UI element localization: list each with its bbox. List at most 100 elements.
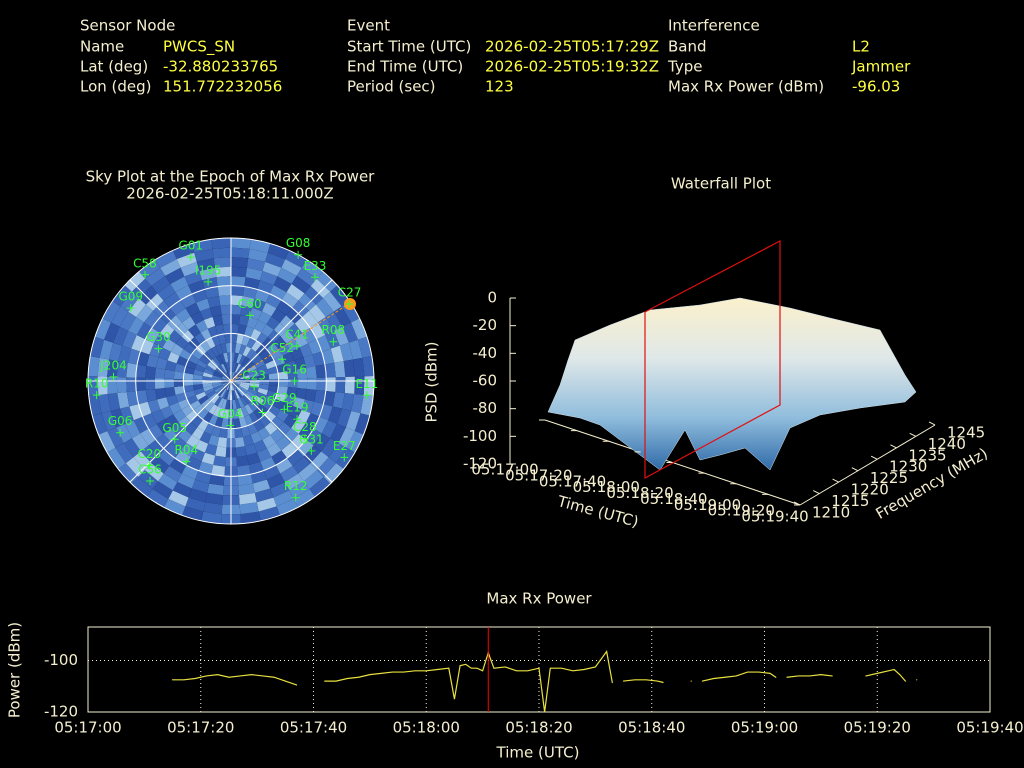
- sky-cell: [137, 351, 150, 367]
- sky-cell: [199, 267, 217, 281]
- sky-cell: [299, 343, 313, 358]
- sky-cell: [270, 349, 283, 361]
- sky-cell: [124, 420, 141, 439]
- sky-cell: [191, 479, 210, 493]
- sky-cell: [276, 409, 289, 423]
- z-tick-label: 0: [487, 289, 497, 307]
- satellite-label: R08: [322, 323, 346, 337]
- x-tick-label: 05:18:00: [573, 478, 640, 496]
- sky-cell: [119, 406, 134, 424]
- x-tick-label: 05:18:00: [393, 719, 460, 737]
- sky-cell: [342, 322, 358, 343]
- field-label: End Time (UTC): [347, 58, 463, 76]
- sky-cell: [309, 477, 331, 497]
- sky-cell: [297, 409, 311, 424]
- sky-cell: [260, 456, 276, 471]
- sky-cell: [211, 394, 220, 405]
- sky-cell: [234, 343, 242, 354]
- sky-cell: [240, 511, 261, 524]
- sky-cell: [204, 423, 215, 435]
- sky-cell: [281, 442, 298, 459]
- y-tick: [832, 478, 839, 483]
- sky-cell: [98, 393, 111, 414]
- satellite: G30: [146, 330, 171, 353]
- sky-cell: [258, 506, 280, 521]
- sky-cell: [357, 336, 372, 358]
- sky-cell: [259, 271, 278, 286]
- sky-cell: [98, 430, 116, 453]
- sky-cell: [244, 443, 258, 456]
- sky-cell: [102, 301, 121, 323]
- sky-cell: [212, 356, 221, 367]
- satellite-marker: [345, 299, 354, 308]
- sky-cell: [354, 413, 370, 435]
- sky-cell: [184, 422, 198, 435]
- sky-cell: [212, 381, 222, 386]
- sky-cell: [202, 382, 213, 388]
- sky-cell: [191, 349, 203, 360]
- sky-cell: [223, 323, 231, 334]
- satellite-label: R12: [284, 479, 308, 493]
- satellite: R06: [251, 394, 274, 417]
- sky-cell: [209, 474, 225, 486]
- sky-cell: [220, 363, 228, 373]
- x-tick-label: 05:18:20: [505, 719, 572, 737]
- satellite: C27: [338, 285, 361, 308]
- sky-cell: [286, 307, 302, 324]
- jammer-bearing: [230, 302, 351, 382]
- sky-cell: [196, 258, 216, 272]
- sky-cell: [231, 371, 234, 381]
- sky-cell: [259, 349, 271, 360]
- sky-cell: [215, 266, 231, 278]
- sky-cell: [217, 436, 228, 448]
- satellite-marker: [292, 341, 301, 350]
- satellite-marker: [146, 477, 155, 486]
- sky-cell: [239, 383, 250, 389]
- sky-cell: [172, 243, 195, 260]
- sky-cell: [246, 258, 266, 272]
- satellite-label: G31: [299, 432, 324, 446]
- sky-cell: [212, 314, 224, 327]
- floor-edge: [799, 424, 936, 506]
- sky-cell: [241, 356, 250, 367]
- satellite-marker: [170, 435, 179, 444]
- sky-cell: [267, 243, 290, 260]
- sky-cell: [213, 370, 224, 377]
- y-tick: [890, 444, 897, 449]
- sky-cell: [206, 390, 216, 399]
- sky-cell: [253, 419, 265, 432]
- sky-cell: [291, 275, 311, 294]
- sky-cell: [325, 311, 343, 331]
- sky-cell: [194, 332, 206, 345]
- satellite-label: R10: [85, 377, 109, 391]
- sky-cell: [235, 388, 243, 398]
- sky-cell: [287, 369, 298, 380]
- sky-cell: [184, 390, 196, 399]
- sky-cell: [242, 286, 258, 299]
- sky-cell: [256, 497, 277, 512]
- sky-cell: [112, 285, 132, 307]
- sky-cell: [238, 354, 247, 365]
- field-label: Max Rx Power (dBm): [668, 78, 824, 96]
- sky-cell: [253, 439, 267, 453]
- sky-cell: [201, 452, 216, 465]
- sky-cell: [310, 401, 324, 417]
- sky-cell: [177, 473, 196, 489]
- z-tick-label: -60: [473, 372, 498, 390]
- sky-cell: [237, 324, 247, 336]
- sky-cell: [239, 384, 249, 391]
- sky-cell: [197, 408, 209, 420]
- chart-title: Max Rx Power: [486, 590, 592, 608]
- sky-cell: [292, 456, 311, 474]
- sky-cell: [212, 383, 223, 389]
- sky-cell: [310, 322, 326, 340]
- sky-cell: [160, 307, 176, 324]
- sky-cell: [231, 247, 250, 259]
- sky-cell: [231, 342, 237, 353]
- field-label: Start Time (UTC): [347, 38, 471, 56]
- sky-cell: [248, 368, 259, 376]
- sky-cell: [330, 345, 344, 363]
- sky-cell: [250, 328, 262, 341]
- z-tick-label: -80: [473, 399, 498, 417]
- sky-cell: [291, 419, 306, 434]
